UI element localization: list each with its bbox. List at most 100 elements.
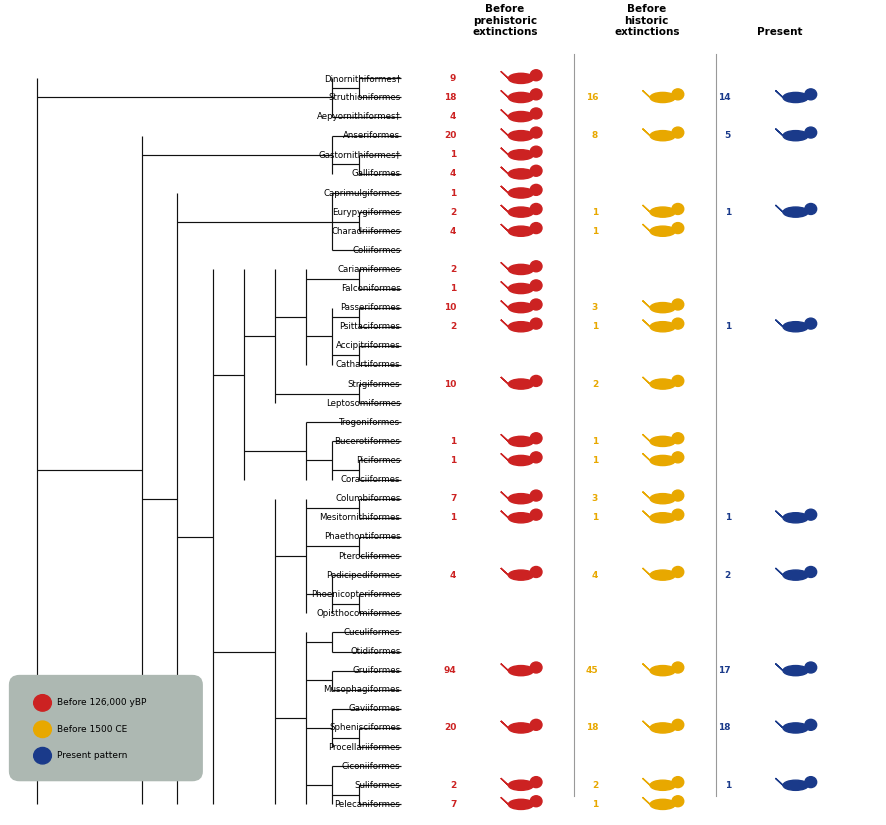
Ellipse shape (650, 303, 675, 313)
Text: 1: 1 (592, 456, 598, 465)
Text: Leptosomiformes: Leptosomiformes (326, 398, 400, 408)
Circle shape (672, 719, 684, 730)
Polygon shape (775, 663, 783, 671)
Circle shape (34, 695, 51, 711)
Circle shape (530, 509, 542, 520)
Circle shape (672, 662, 684, 673)
Text: 1: 1 (592, 437, 598, 446)
Circle shape (672, 509, 684, 520)
Text: Galliformes: Galliformes (352, 169, 400, 178)
Text: Before 126,000 yBP: Before 126,000 yBP (57, 699, 146, 707)
Text: Cathartiformes: Cathartiformes (336, 361, 400, 370)
Ellipse shape (783, 322, 808, 332)
Text: 1: 1 (592, 513, 598, 522)
Text: Dinornithiformes†: Dinornithiformes† (324, 74, 400, 82)
Text: Podicipediformes: Podicipediformes (327, 571, 400, 580)
Ellipse shape (509, 455, 533, 465)
Text: 2: 2 (450, 208, 456, 217)
Text: Cuculiformes: Cuculiformes (344, 628, 400, 637)
Text: Coliiformes: Coliiformes (352, 246, 400, 255)
Circle shape (672, 567, 684, 578)
Polygon shape (642, 300, 650, 308)
Ellipse shape (650, 379, 675, 389)
Text: Pelecaniformes: Pelecaniformes (335, 800, 400, 808)
Text: Caprimulgiformes: Caprimulgiformes (323, 188, 400, 197)
Text: Present pattern: Present pattern (57, 752, 127, 760)
Text: 10: 10 (444, 380, 456, 389)
Text: Anseriformes: Anseriformes (344, 131, 400, 140)
Ellipse shape (650, 322, 675, 332)
Ellipse shape (650, 455, 675, 465)
Ellipse shape (783, 92, 808, 102)
Text: 1: 1 (450, 513, 456, 522)
FancyBboxPatch shape (9, 675, 203, 781)
Ellipse shape (509, 264, 533, 275)
Text: 1: 1 (725, 780, 731, 790)
Text: 1: 1 (450, 188, 456, 197)
Circle shape (672, 433, 684, 444)
Ellipse shape (650, 666, 675, 676)
Text: 1: 1 (725, 208, 731, 217)
Text: 1: 1 (725, 323, 731, 332)
Circle shape (804, 776, 817, 788)
Polygon shape (642, 434, 650, 441)
Circle shape (672, 204, 684, 215)
Polygon shape (642, 91, 650, 97)
Polygon shape (501, 797, 509, 804)
Circle shape (530, 299, 542, 310)
Circle shape (530, 433, 542, 444)
Text: Eurypygiformes: Eurypygiformes (332, 208, 400, 217)
Text: 1: 1 (592, 208, 598, 217)
Text: Gruiformes: Gruiformes (353, 666, 400, 675)
Polygon shape (642, 129, 650, 135)
Text: Sphenisciformes: Sphenisciformes (329, 724, 400, 733)
Text: 1: 1 (592, 323, 598, 332)
Ellipse shape (650, 493, 675, 504)
Circle shape (804, 318, 817, 329)
Polygon shape (642, 492, 650, 498)
Text: 10: 10 (444, 303, 456, 312)
Text: 7: 7 (450, 800, 456, 808)
Ellipse shape (509, 379, 533, 389)
Text: Present: Present (757, 27, 803, 37)
Text: Before
prehistoric
extinctions: Before prehistoric extinctions (472, 4, 538, 37)
Polygon shape (501, 721, 509, 728)
Circle shape (530, 375, 542, 386)
Text: 18: 18 (719, 724, 731, 733)
Ellipse shape (509, 111, 533, 121)
Polygon shape (501, 377, 509, 384)
Polygon shape (501, 320, 509, 327)
Polygon shape (501, 663, 509, 671)
Ellipse shape (783, 130, 808, 141)
Ellipse shape (509, 226, 533, 236)
Text: Suliformes: Suliformes (354, 780, 400, 790)
Polygon shape (501, 71, 509, 78)
Circle shape (530, 796, 542, 807)
Ellipse shape (783, 666, 808, 676)
Text: Gaviiformes: Gaviiformes (348, 705, 400, 714)
Text: Gastornithiformes†: Gastornithiformes† (318, 150, 400, 159)
Text: Piciformes: Piciformes (356, 456, 400, 465)
Polygon shape (501, 167, 509, 174)
Circle shape (530, 452, 542, 463)
Text: 3: 3 (592, 494, 598, 503)
Circle shape (672, 318, 684, 329)
Circle shape (672, 796, 684, 807)
Text: Pterocliformes: Pterocliformes (338, 551, 400, 560)
Polygon shape (501, 186, 509, 193)
Text: 1: 1 (450, 150, 456, 159)
Polygon shape (642, 224, 650, 231)
Text: Coraciiformes: Coraciiformes (341, 475, 400, 484)
Text: 18: 18 (444, 93, 456, 102)
Circle shape (530, 280, 542, 291)
Ellipse shape (783, 723, 808, 733)
Text: Passeriformes: Passeriformes (340, 303, 400, 312)
Circle shape (804, 127, 817, 138)
Text: 14: 14 (719, 93, 731, 102)
Circle shape (804, 567, 817, 578)
Ellipse shape (509, 303, 533, 313)
Text: Aepyornithiformes†: Aepyornithiformes† (316, 112, 400, 121)
Polygon shape (642, 205, 650, 212)
Circle shape (530, 662, 542, 673)
Text: Otidiformes: Otidiformes (350, 647, 400, 656)
